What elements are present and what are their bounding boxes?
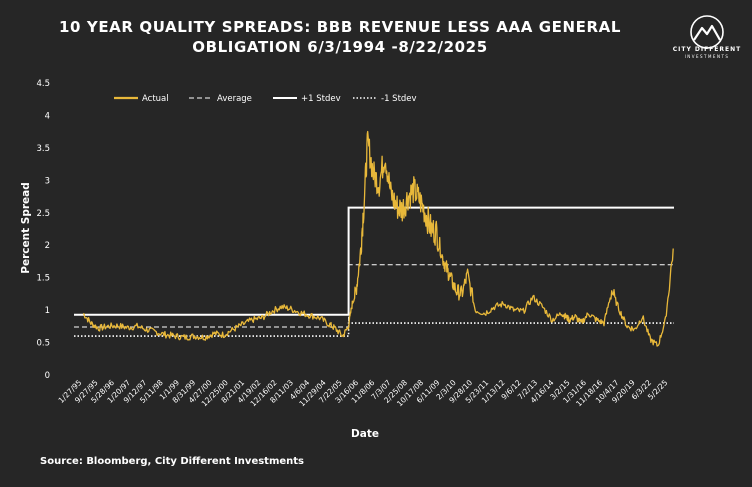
x-axis-label: Date (351, 428, 379, 440)
y-tick-label: 3 (45, 176, 50, 186)
series-average-line (74, 264, 674, 328)
logo-company-subtitle: INVESTMENTS (684, 54, 730, 59)
legend-label-1-stdev: -1 Stdev (381, 94, 417, 104)
legend-label-actual: Actual (142, 94, 169, 104)
legend-label-average: Average (217, 94, 252, 104)
y-axis-label: Percent Spread (20, 182, 32, 273)
chart-title: 10 YEAR QUALITY SPREADS: BBB REVENUE LES… (40, 17, 640, 57)
y-axis: 0 0.5 1 1.5 2 2.5 3 3.5 4 4.5 (36, 79, 50, 381)
y-tick-label: 2 (45, 241, 50, 251)
mountain-logo-icon (690, 15, 724, 49)
source-note: Source: Bloomberg, City Different Invest… (40, 456, 305, 467)
legend-label-1-stdev: +1 Stdev (301, 94, 341, 104)
actual-series (82, 130, 674, 347)
chart-title-line-1: 10 YEAR QUALITY SPREADS: BBB REVENUE LES… (58, 18, 622, 36)
y-tick-label: 4 (45, 111, 50, 121)
series-actual-line (82, 130, 674, 347)
stdev-bands (74, 206, 674, 337)
y-tick-label: 2.5 (36, 209, 50, 219)
chart-title-line-2: OBLIGATION 6/3/1994 -8/22/2025 (192, 38, 488, 56)
y-tick-label: 1 (45, 306, 50, 316)
y-tick-label: 1.5 (36, 274, 50, 284)
y-tick-label: 0 (45, 371, 50, 381)
y-tick-label: 3.5 (36, 144, 50, 154)
logo-company-name: CITY DIFFERENT (672, 46, 742, 53)
series-1-stdev-line (74, 206, 674, 316)
x-axis: 1/27/959/27/955/28/961/20/979/12/975/11/… (57, 378, 670, 408)
legend: Actual Average +1 Stdev -1 Stdev (114, 94, 417, 104)
y-tick-label: 0.5 (36, 339, 50, 349)
y-tick-label: 4.5 (36, 79, 50, 89)
